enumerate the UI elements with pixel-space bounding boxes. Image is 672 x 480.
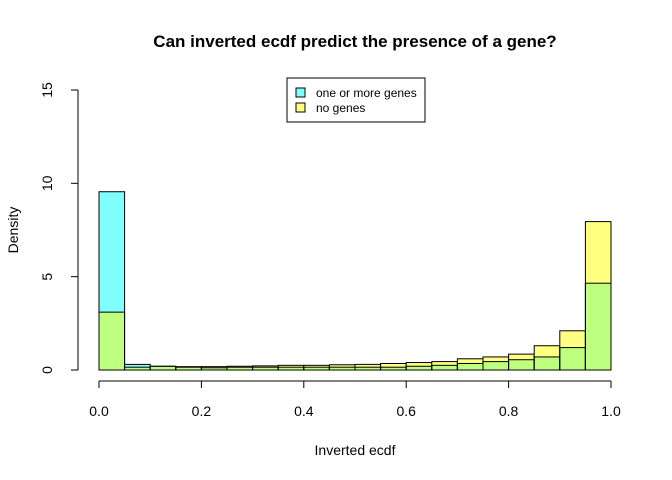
histogram-bar-overlap (355, 367, 381, 370)
histogram-bar-top (124, 364, 151, 368)
histogram-bar-top (483, 356, 509, 362)
histogram-bar-overlap (457, 363, 483, 370)
histogram-bar-overlap (329, 367, 355, 370)
histogram-bar-top (406, 362, 432, 367)
histogram-bar-overlap (150, 366, 176, 370)
legend-label: no genes (316, 101, 365, 115)
legend-label: one or more genes (316, 86, 417, 100)
histogram-bar-overlap (175, 367, 202, 370)
x-tick-label: 0.0 (89, 403, 109, 419)
y-axis: 0 5 10 15 (39, 82, 79, 374)
histogram-bar-overlap (508, 359, 535, 370)
legend-swatch (295, 102, 306, 113)
histogram-bar-top (457, 358, 483, 364)
y-tick-label: 10 (39, 175, 55, 191)
histogram-bar-overlap (559, 347, 586, 370)
histogram-bar-overlap (406, 366, 432, 370)
histogram-bar-overlap (227, 367, 253, 370)
histogram-bar-top (380, 363, 407, 368)
y-tick-label: 5 (39, 273, 55, 281)
x-axis-label: Inverted ecdf (315, 442, 396, 458)
histogram-bar-top (585, 221, 611, 284)
histogram-bar-top (303, 365, 330, 368)
histogram-bar-overlap (483, 361, 509, 370)
histogram-bar-top (534, 345, 560, 357)
y-tick-label: 15 (39, 82, 55, 98)
histogram-bar-top (278, 365, 304, 368)
histogram-bar-overlap (201, 367, 227, 370)
histogram-bar-top (508, 354, 535, 360)
x-tick-label: 0.6 (396, 403, 416, 419)
histogram-bar-overlap (303, 367, 330, 370)
histogram-bar-overlap (585, 283, 611, 370)
histogram-bar-overlap (124, 367, 151, 370)
y-tick-label: 0 (39, 366, 55, 374)
histogram-bar-overlap (431, 365, 458, 370)
histogram-bar-top (431, 361, 458, 366)
histogram-bar-top (355, 364, 381, 368)
legend-swatch (295, 87, 306, 98)
y-axis-label: Density (5, 207, 21, 254)
histogram-bar-top (329, 364, 355, 368)
histogram-bar-top (252, 365, 279, 368)
x-tick-label: 0.2 (192, 403, 212, 419)
histogram-bar-overlap (252, 367, 279, 370)
histogram-bar-overlap (278, 367, 304, 370)
histogram-bar-top (559, 330, 586, 348)
chart-title: Can inverted ecdf predict the presence o… (153, 32, 556, 51)
histogram-bar-overlap (99, 312, 125, 370)
x-axis: 0.0 0.2 0.4 0.6 0.8 1.0 (89, 380, 621, 419)
histogram-bar-top (201, 366, 227, 368)
histogram-bar-overlap (534, 356, 560, 370)
histogram-bar-overlap (380, 367, 407, 370)
x-tick-label: 1.0 (601, 403, 621, 419)
x-tick-label: 0.4 (294, 403, 314, 419)
histogram-bar-top (99, 191, 125, 313)
legend-box (286, 77, 426, 123)
x-tick-label: 0.8 (499, 403, 519, 419)
bars-group (98, 191, 612, 371)
